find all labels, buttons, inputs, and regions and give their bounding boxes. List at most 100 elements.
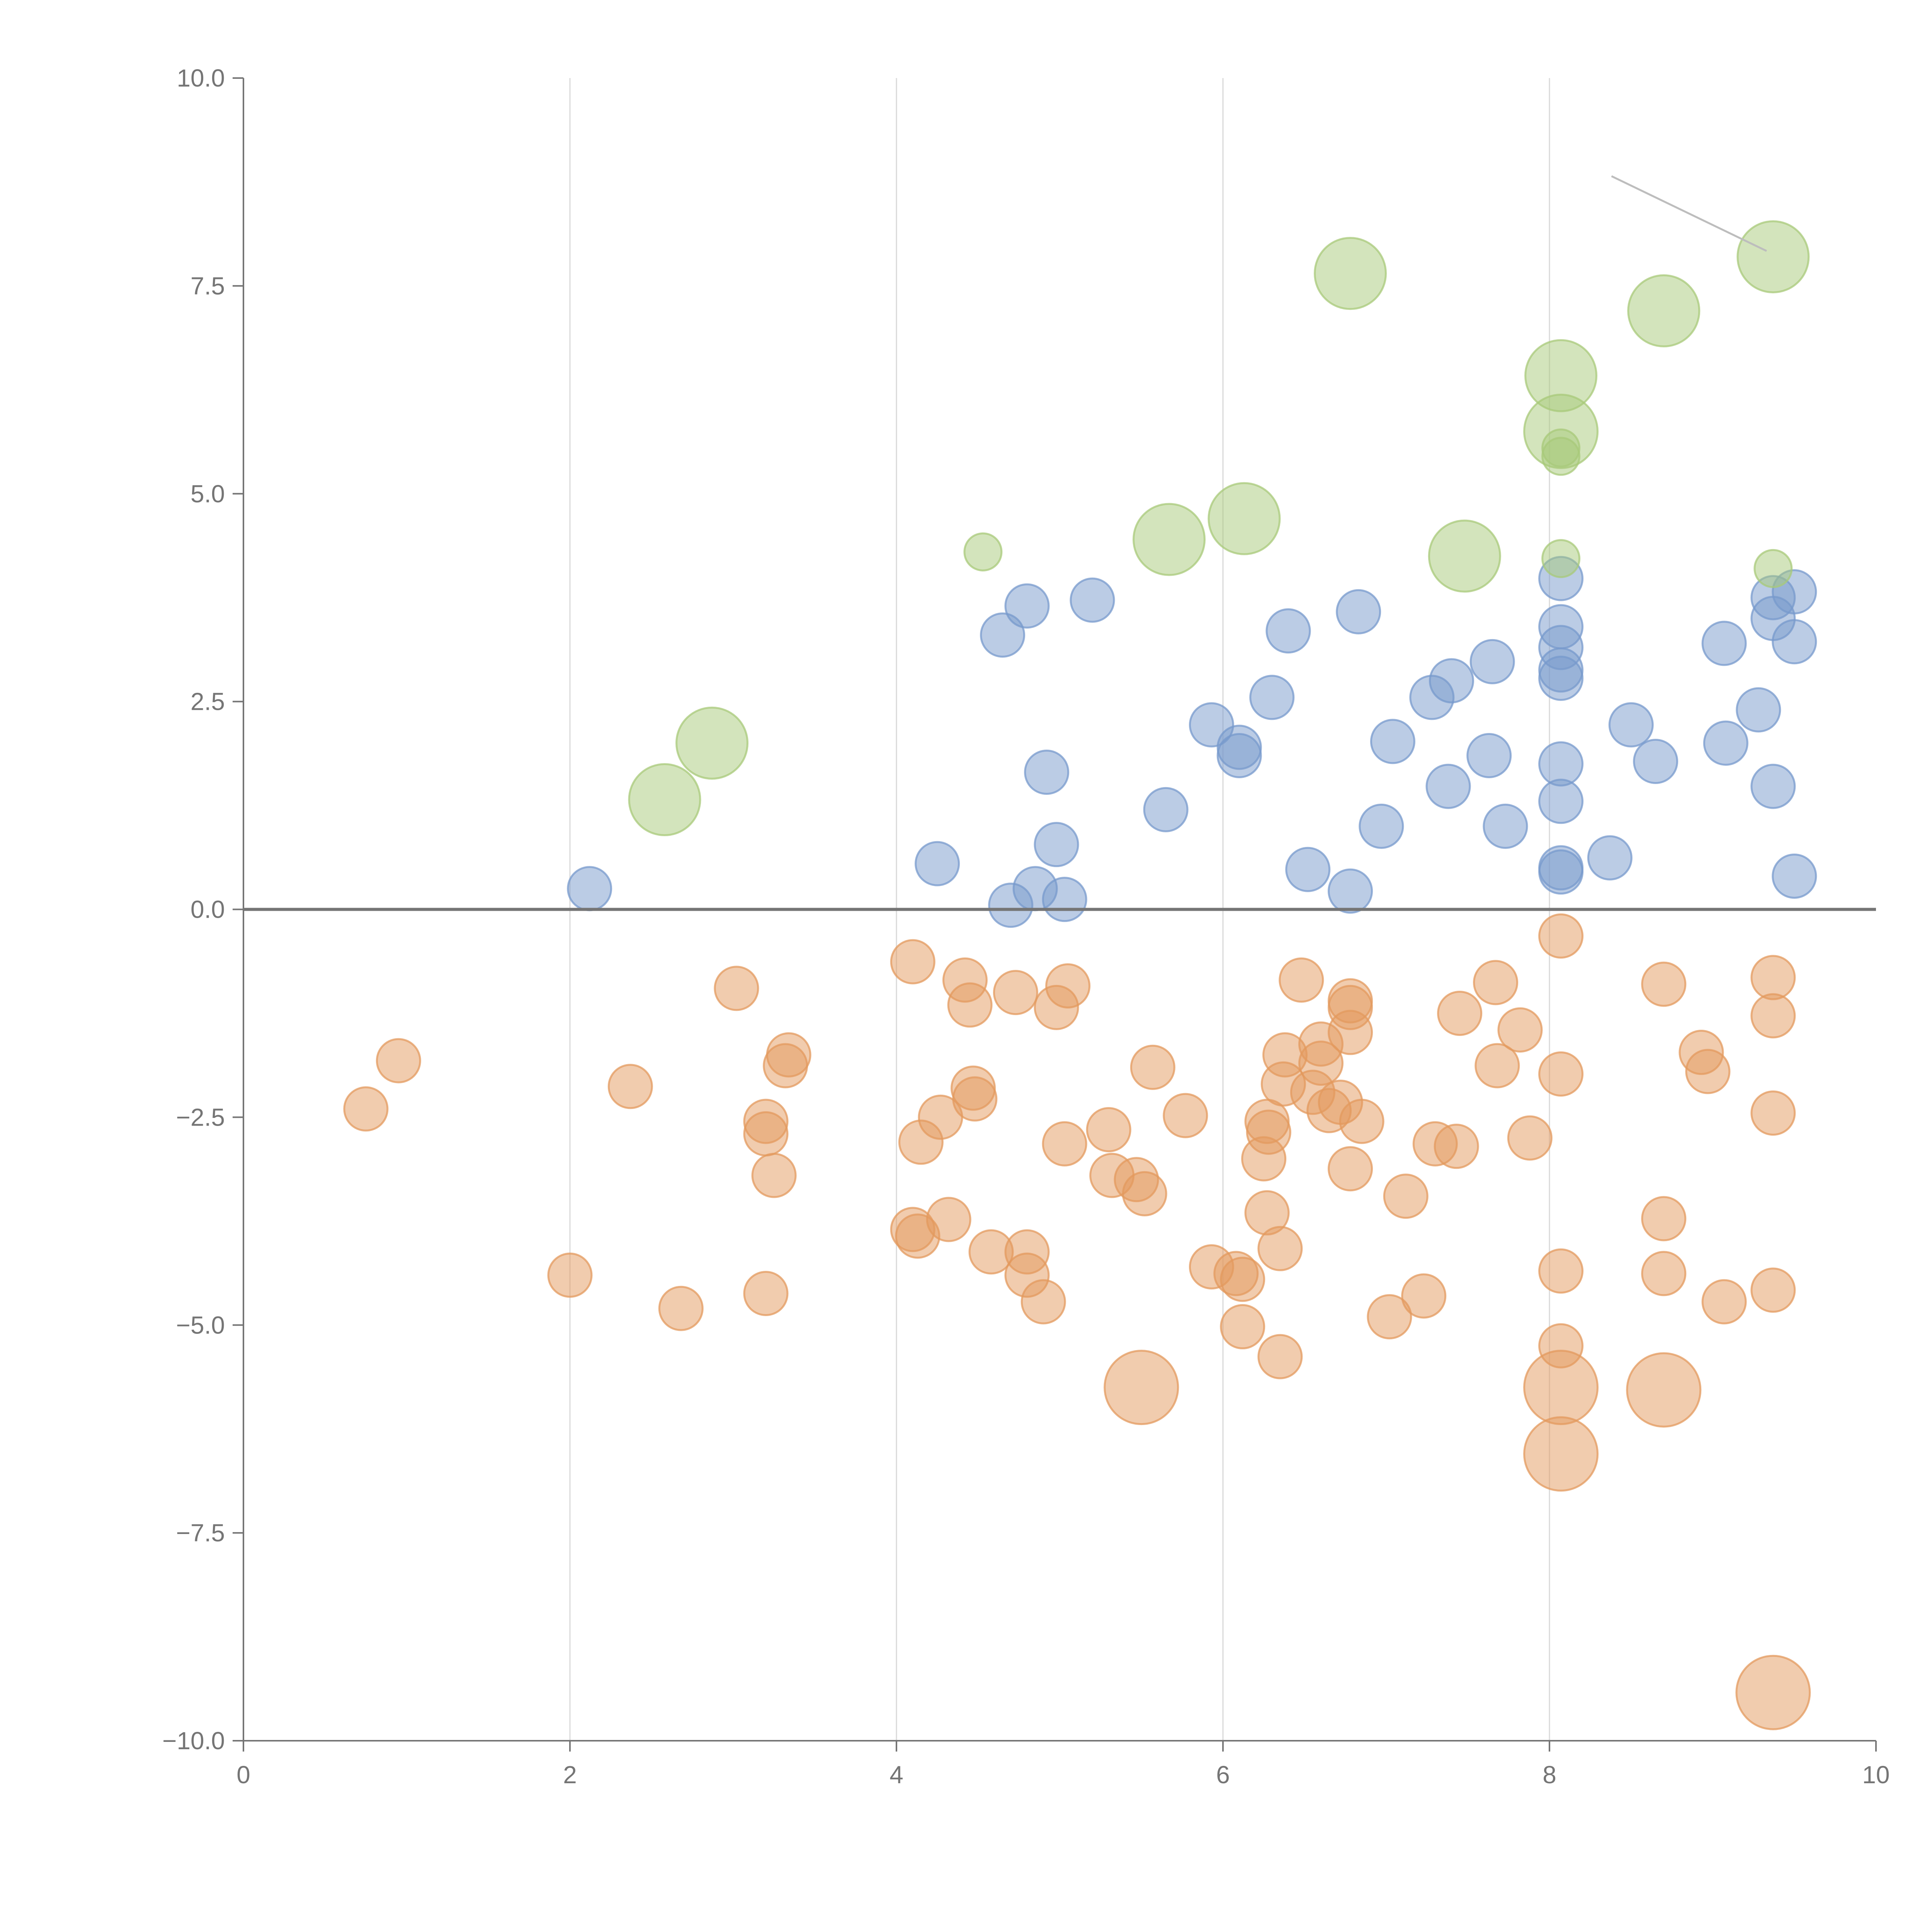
- negative-bubble: [1475, 1043, 1520, 1088]
- negative-bubble: [1020, 1279, 1066, 1325]
- large-positive-bubble: [1208, 482, 1281, 555]
- positive-bubble: [1359, 803, 1404, 849]
- negative-bubble: [1473, 960, 1519, 1005]
- negative-bubble: [1042, 1121, 1087, 1167]
- large-positive-bubble: [1753, 549, 1793, 588]
- negative-bubble: [1701, 1279, 1747, 1325]
- positive-bubble: [1328, 868, 1373, 914]
- negative-bubble: [1163, 1093, 1208, 1138]
- negative-bubble: [1497, 1007, 1543, 1053]
- label-layer: −10.0 −7.5 −5.0 −2.5 0.0 2.5 5.0 7.5 10.0 0 2 4 6 8 10: [162, 64, 1890, 1789]
- x-tick-label: 6: [1216, 1761, 1230, 1789]
- y-tick-label: −7.5: [176, 1519, 225, 1547]
- negative-bubble: [547, 1252, 593, 1298]
- negative-bubble: [1130, 1044, 1175, 1090]
- positive-bubble: [980, 612, 1026, 658]
- y-tick-label: 7.5: [190, 272, 225, 300]
- x-tick-label: 2: [563, 1761, 577, 1789]
- bubble-layer: [343, 175, 1817, 1730]
- negative-bubble: [1279, 957, 1324, 1003]
- negative-bubble: [1507, 1115, 1553, 1161]
- large-positive-bubble: [1736, 220, 1810, 294]
- axis-layer: [233, 77, 1877, 1752]
- positive-bubble: [1772, 853, 1817, 899]
- positive-bubble: [1483, 803, 1528, 849]
- negative-bubble: [766, 1032, 811, 1078]
- negative-bubble: [1750, 1090, 1796, 1136]
- negative-bubble: [1045, 963, 1091, 1009]
- large-positive-bubble: [1541, 437, 1581, 476]
- positive-bubble: [1750, 764, 1796, 809]
- negative-bubble: [1383, 1173, 1429, 1219]
- positive-bubble: [1587, 835, 1633, 881]
- y-tick-label: −5.0: [176, 1311, 225, 1339]
- positive-bubble: [1249, 675, 1295, 720]
- positive-bubble: [915, 841, 960, 886]
- large-negative-bubble: [1523, 1416, 1599, 1492]
- positive-bubble: [1216, 733, 1262, 778]
- negative-bubble: [743, 1111, 789, 1156]
- negative-bubble: [1328, 1146, 1373, 1192]
- negative-bubble: [1401, 1273, 1447, 1319]
- positive-bubble: [1633, 739, 1679, 784]
- large-positive-bubble: [675, 706, 749, 780]
- positive-bubble: [1004, 583, 1050, 629]
- negative-bubble: [952, 1076, 998, 1122]
- negative-bubble: [1641, 961, 1687, 1007]
- negative-bubble: [751, 1153, 797, 1198]
- negative-bubble: [714, 966, 759, 1011]
- positive-bubble: [1538, 779, 1584, 824]
- positive-bubble: [1736, 687, 1781, 733]
- negative-bubble: [1750, 1267, 1796, 1313]
- positive-bubble: [1703, 720, 1748, 766]
- negative-bubble: [993, 970, 1038, 1015]
- negative-bubble: [947, 982, 993, 1028]
- negative-bubble: [1246, 1109, 1291, 1155]
- annotation-leader-line: [1611, 175, 1767, 252]
- large-negative-bubble: [1735, 1655, 1811, 1730]
- positive-bubble: [567, 866, 612, 912]
- negative-bubble: [1750, 955, 1796, 1000]
- negative-bubble: [1437, 990, 1483, 1036]
- negative-bubble: [1641, 1251, 1687, 1296]
- y-tick-label: −10.0: [162, 1727, 225, 1755]
- negative-bubble: [1538, 1248, 1584, 1294]
- large-positive-bubble: [1428, 519, 1501, 593]
- x-tick-label: 10: [1862, 1761, 1889, 1789]
- negative-bubble: [743, 1270, 789, 1316]
- positive-bubble: [1701, 621, 1747, 666]
- positive-bubble: [1042, 877, 1087, 922]
- positive-bubble: [1070, 577, 1115, 623]
- positive-bubble: [1285, 847, 1331, 892]
- large-negative-bubble: [1104, 1350, 1179, 1425]
- positive-bubble: [1425, 764, 1471, 809]
- negative-bubble: [1538, 1051, 1584, 1097]
- x-tick-label: 4: [889, 1761, 903, 1789]
- negative-bubble: [1434, 1124, 1479, 1169]
- large-positive-bubble: [963, 532, 1003, 571]
- negative-bubble: [1220, 1257, 1265, 1302]
- positive-bubble: [1538, 655, 1584, 701]
- positive-bubble: [1772, 619, 1817, 665]
- positive-bubble: [1429, 658, 1474, 704]
- negative-bubble: [376, 1038, 421, 1083]
- y-tick-label: 5.0: [190, 480, 225, 508]
- negative-bubble: [1685, 1049, 1731, 1094]
- negative-bubble: [1339, 1099, 1384, 1144]
- negative-bubble: [1220, 1304, 1265, 1350]
- y-tick-label: −2.5: [176, 1103, 225, 1131]
- negative-bubble: [1641, 1196, 1687, 1242]
- positive-bubble: [1466, 733, 1512, 778]
- negative-bubble: [607, 1064, 653, 1109]
- x-tick-label: 0: [236, 1761, 250, 1789]
- negative-bubble: [926, 1197, 971, 1242]
- positive-bubble: [1336, 589, 1381, 634]
- positive-bubble: [1265, 608, 1311, 654]
- negative-bubble: [1328, 1010, 1373, 1055]
- positive-bubble: [1469, 639, 1515, 684]
- negative-bubble: [1538, 913, 1584, 959]
- negative-bubble: [1298, 1041, 1344, 1086]
- negative-bubble: [1257, 1334, 1303, 1379]
- negative-bubble: [1750, 993, 1796, 1039]
